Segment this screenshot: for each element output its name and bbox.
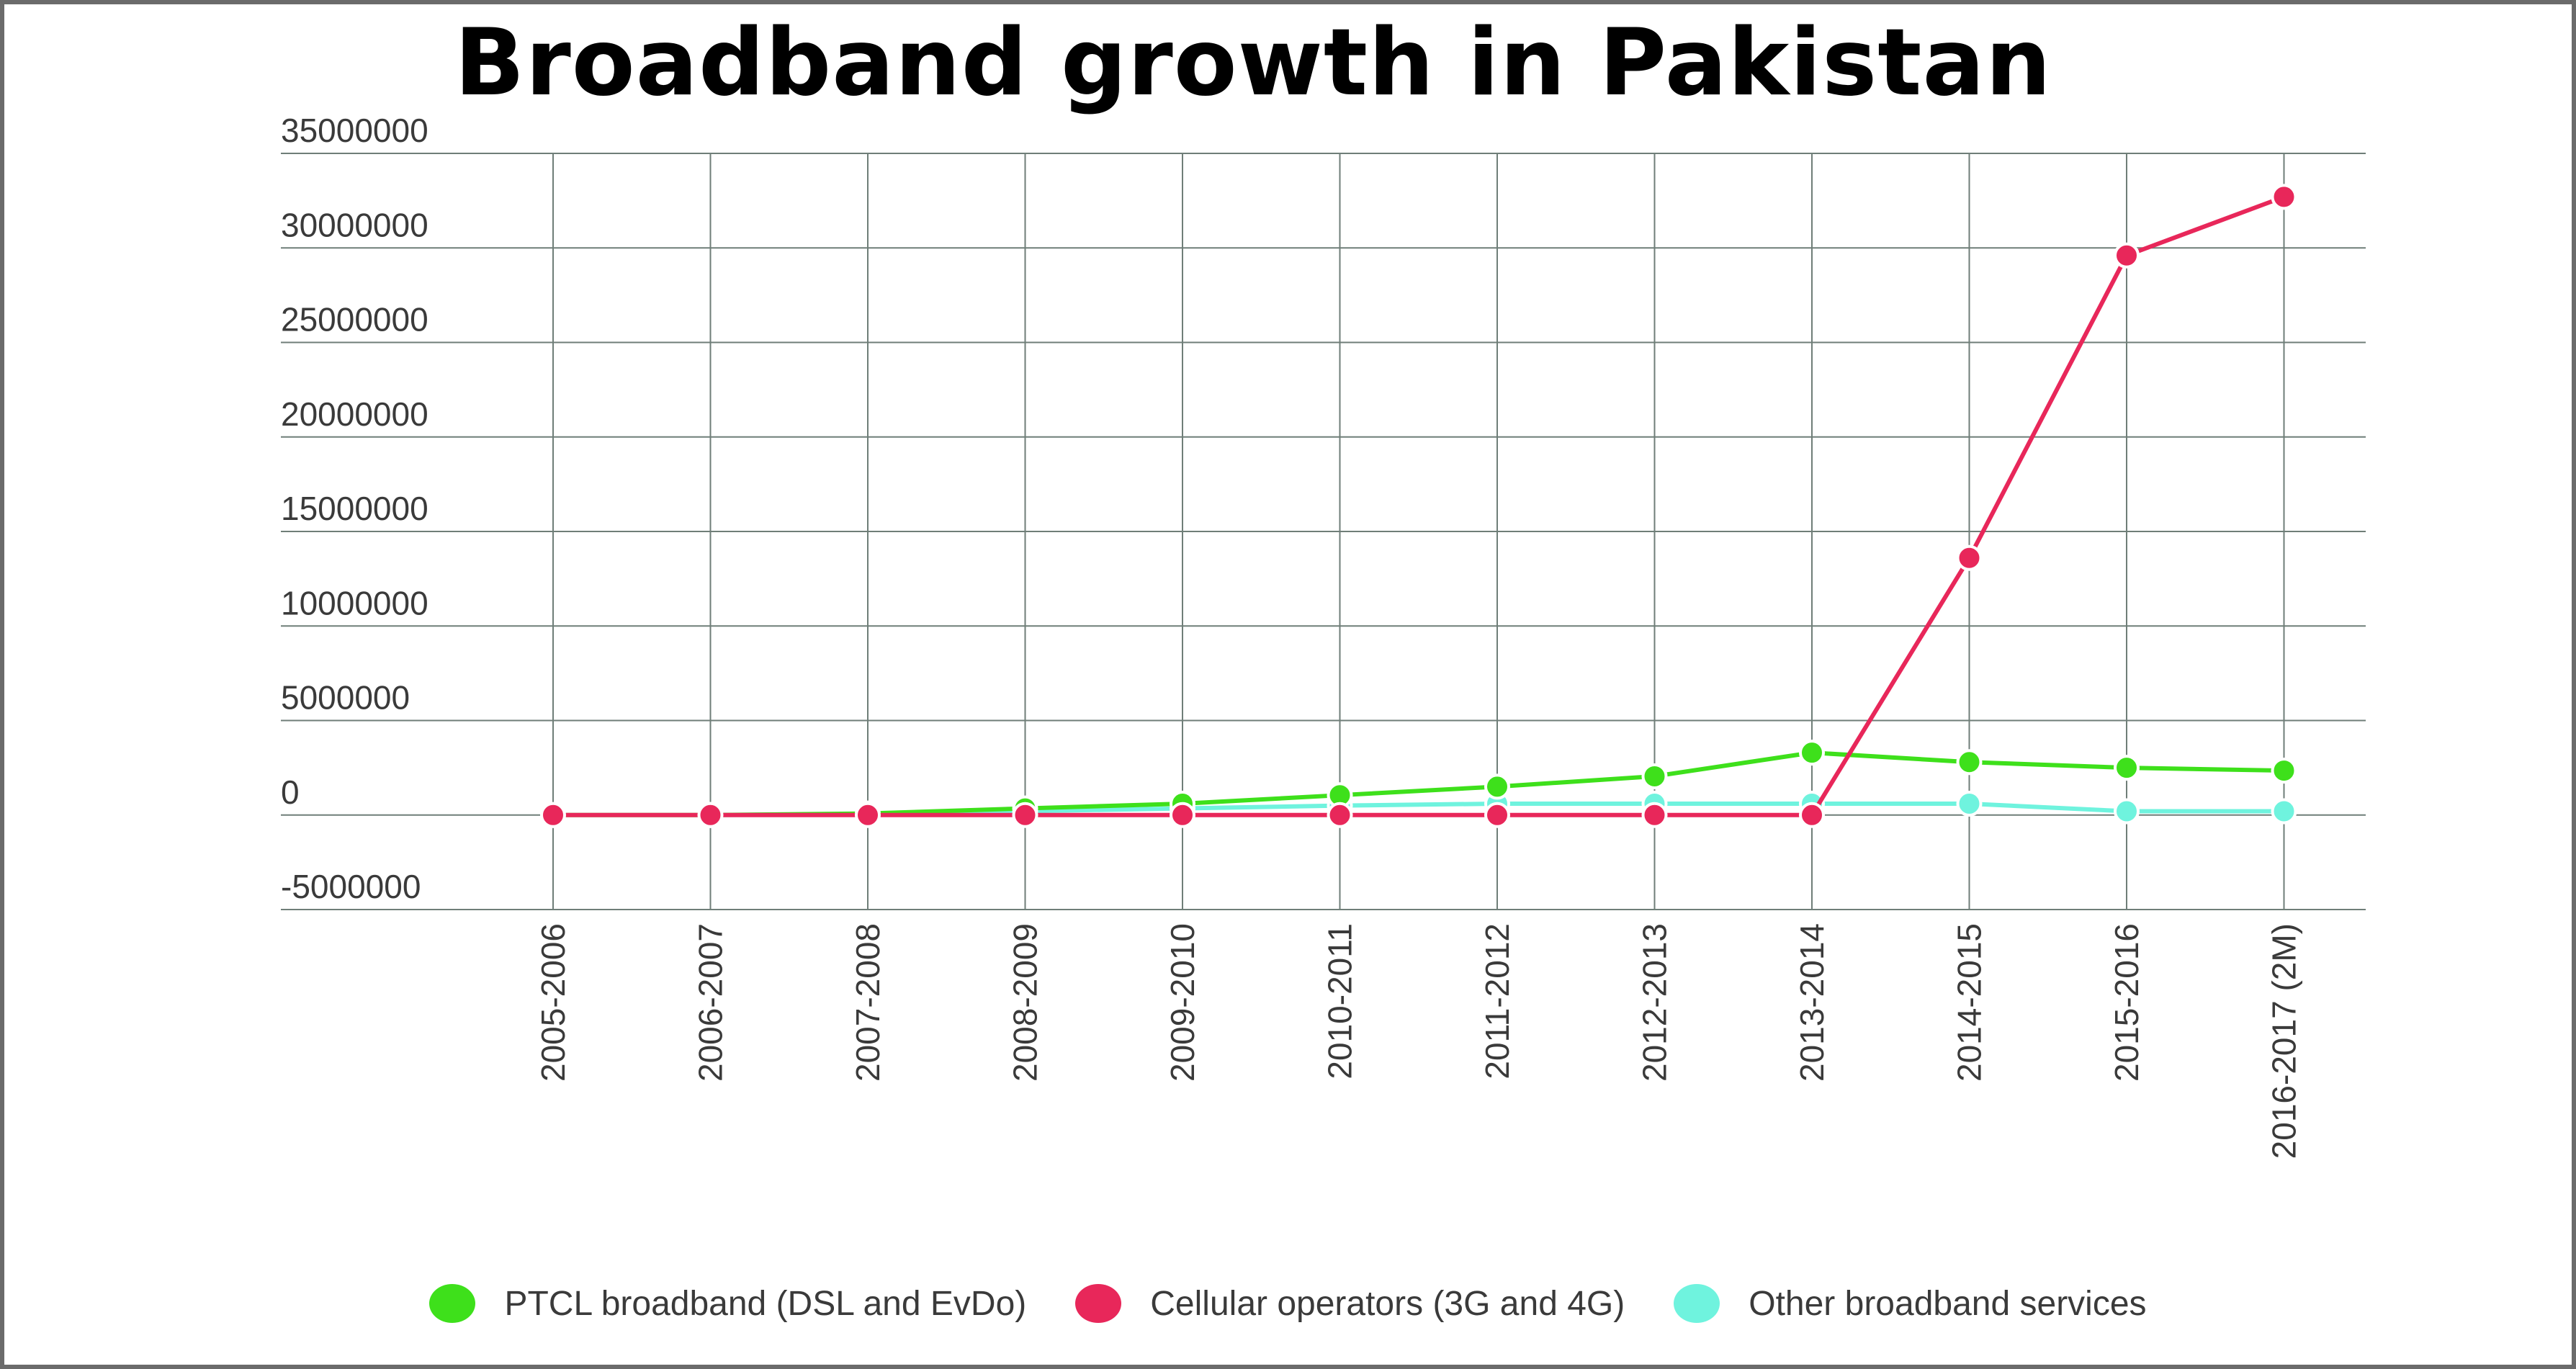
x-tick-label: 2015-2016: [2108, 923, 2145, 1082]
y-axis-tick-labels: 35000000 30000000 25000000 20000000 15000000…: [281, 112, 428, 905]
y-tick-label: -5000000: [281, 868, 421, 905]
data-point: [2114, 798, 2140, 825]
data-point: [2114, 242, 2140, 269]
legend-label: Cellular operators (3G and 4G): [1150, 1284, 1625, 1323]
chart-title: Broadband growth in Pakistan: [454, 9, 2052, 117]
legend-swatch: [1075, 1284, 1122, 1323]
data-point: [1170, 802, 1195, 828]
y-tick-label: 35000000: [281, 112, 428, 149]
data-point: [540, 802, 566, 828]
chart-legend: PTCL broadband (DSL and EvDo) Cellular op…: [0, 1275, 2576, 1332]
legend-item: Cellular operators (3G and 4G): [1075, 1284, 1625, 1324]
data-point: [1956, 791, 1983, 817]
y-tick-label: 15000000: [281, 490, 428, 527]
data-point: [855, 802, 881, 828]
data-point: [1799, 802, 1825, 828]
legend-label: PTCL broadband (DSL and EvDo): [504, 1284, 1027, 1323]
data-point: [1484, 802, 1510, 828]
data-point: [2271, 184, 2297, 210]
series-lines: [540, 184, 2297, 828]
data-point: [1956, 544, 1983, 571]
x-tick-label: 2012-2013: [1636, 923, 1674, 1082]
x-tick-label: 2016-2017 (2M): [2266, 923, 2303, 1159]
data-point: [1641, 763, 1668, 789]
data-point: [2114, 755, 2140, 781]
x-axis-tick-labels: 2005-2006 2006-2007 2007-2008 2008-2009 2009…: [534, 923, 2303, 1159]
data-point: [1641, 802, 1668, 828]
y-tick-label: 30000000: [281, 206, 428, 243]
x-tick-label: 2008-2009: [1007, 923, 1044, 1082]
data-point: [1799, 740, 1825, 766]
x-tick-label: 2005-2006: [534, 923, 572, 1082]
x-tick-label: 2011-2012: [1478, 923, 1516, 1080]
legend-swatch: [1674, 1284, 1720, 1323]
series-line: [553, 194, 2285, 817]
data-point: [1012, 802, 1038, 828]
legend-label: Other broadband services: [1749, 1284, 2147, 1323]
y-tick-label: 25000000: [281, 301, 428, 338]
legend-item: Other broadband services: [1674, 1284, 2147, 1324]
x-tick-label: 2007-2008: [849, 923, 887, 1082]
y-tick-label: 5000000: [281, 679, 410, 717]
y-tick-label: 20000000: [281, 395, 428, 433]
x-tick-label: 2010-2011: [1321, 923, 1359, 1080]
x-tick-label: 2009-2010: [1164, 923, 1201, 1082]
data-point: [2271, 758, 2297, 784]
data-point: [1484, 773, 1510, 800]
data-point: [1956, 749, 1983, 776]
x-tick-label: 2006-2007: [692, 923, 730, 1082]
x-tick-label: 2014-2015: [1951, 923, 1988, 1082]
data-point: [1327, 802, 1353, 828]
data-point: [2271, 798, 2297, 825]
x-tick-label: 2013-2014: [1793, 923, 1831, 1082]
y-tick-label: 0: [281, 773, 300, 811]
y-tick-label: 10000000: [281, 584, 428, 621]
legend-swatch: [429, 1284, 476, 1323]
legend-item: PTCL broadband (DSL and EvDo): [429, 1284, 1026, 1324]
grid-lines: [281, 153, 2366, 910]
data-point: [697, 802, 724, 828]
series-1: [540, 184, 2297, 828]
